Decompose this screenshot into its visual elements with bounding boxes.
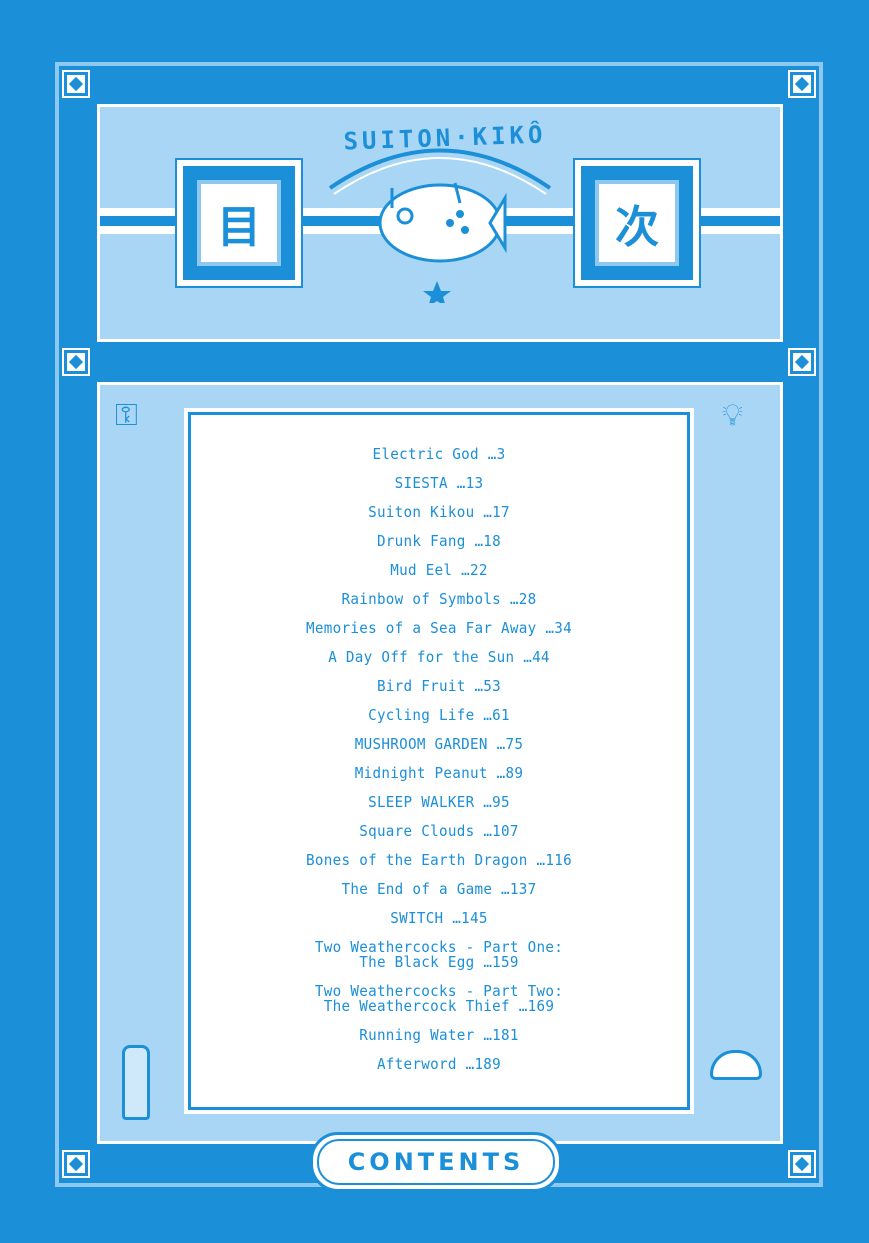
toc-entry: Running Water …181 (203, 1026, 674, 1044)
contents-list: Electric God …3 SIESTA …13 Suiton Kikou …1… (184, 408, 694, 1114)
toc-entry-title: Suiton Kikou …17 (368, 503, 510, 521)
toc-entry-title: Bones of the Earth Dragon …116 (306, 851, 572, 869)
toc-entry: MUSHROOM GARDEN …75 (203, 735, 674, 753)
toc-entry: Afterword …189 (203, 1055, 674, 1073)
toc-entry-title: A Day Off for the Sun …44 (328, 648, 550, 666)
bottle-icon (122, 1045, 150, 1120)
toc-entry-title: Bird Fruit …53 (376, 677, 502, 695)
fish-icon (378, 182, 507, 263)
mushroom-icon (710, 1050, 762, 1080)
toc-entry: SWITCH …145 (203, 909, 674, 927)
toc-entry: Bird Fruit …53 (203, 677, 674, 695)
toc-entry: Cycling Life …61 (203, 706, 674, 724)
toc-entry: Bones of the Earth Dragon …116 (203, 851, 674, 869)
toc-entry: Rainbow of Symbols …28 (203, 590, 674, 608)
corner-ornament (788, 70, 816, 98)
toc-entry: Two Weathercocks - Part Two: The Weatherc… (203, 982, 674, 1015)
toc-entry: Memories of a Sea Far Away …34 (203, 619, 674, 637)
toc-entry-title: Rainbow of Symbols …28 (341, 590, 537, 608)
toc-entry: Electric God …3 (203, 445, 674, 463)
toc-entry-title: Two Weathercocks - Part Two: (314, 982, 564, 1000)
toc-entry: SIESTA …13 (203, 474, 674, 492)
corner-ornament (788, 348, 816, 376)
toc-entry: A Day Off for the Sun …44 (203, 648, 674, 666)
lightbulb-icon: 💡︎ (722, 398, 743, 433)
series-logo (328, 148, 552, 303)
toc-entry: The End of a Game …137 (203, 880, 674, 898)
toc-entry: Midnight Peanut …89 (203, 764, 674, 782)
toc-entry-title: SWITCH …145 (390, 909, 488, 927)
corner-ornament (62, 1150, 90, 1178)
toc-entry-title: Mud Eel …22 (390, 561, 488, 579)
kanji-right: 次 (599, 184, 675, 262)
toc-entry-title: Drunk Fang …18 (376, 532, 502, 550)
key-icon: ⚿ (115, 398, 138, 433)
toc-entry-subtitle: The Weathercock Thief …169 (323, 997, 555, 1015)
corner-ornament (62, 348, 90, 376)
toc-entry-title: Cycling Life …61 (368, 706, 510, 724)
kanji-left: 目 (201, 184, 277, 262)
kanji-box-left: 目 (175, 158, 303, 288)
toc-entry-title: Two Weathercocks - Part One: (314, 938, 564, 956)
toc-entry-title: The End of a Game …137 (341, 880, 537, 898)
toc-entry-title: MUSHROOM GARDEN …75 (354, 735, 524, 753)
toc-entry-title: Electric God …3 (372, 445, 506, 463)
toc-entry-title: Square Clouds …107 (359, 822, 519, 840)
kanji-box-right: 次 (573, 158, 701, 288)
toc-entry: Two Weathercocks - Part One: The Black Eg… (203, 938, 674, 971)
contents-label: CONTENTS (317, 1139, 555, 1185)
toc-entry-title: SIESTA …13 (394, 474, 484, 492)
contents-badge: CONTENTS (310, 1132, 562, 1192)
toc-entry-title: Running Water …181 (359, 1026, 519, 1044)
toc-entry: Square Clouds …107 (203, 822, 674, 840)
toc-entry-title: SLEEP WALKER …95 (368, 793, 510, 811)
toc-entry: Mud Eel …22 (203, 561, 674, 579)
toc-entry-title: Midnight Peanut …89 (354, 764, 524, 782)
corner-ornament (62, 70, 90, 98)
toc-entry-title: Memories of a Sea Far Away …34 (306, 619, 572, 637)
star-icon (423, 281, 451, 303)
corner-ornament (788, 1150, 816, 1178)
toc-entry-title: Afterword …189 (376, 1055, 502, 1073)
toc-entry: Suiton Kikou …17 (203, 503, 674, 521)
toc-entry: SLEEP WALKER …95 (203, 793, 674, 811)
toc-entry: Drunk Fang …18 (203, 532, 674, 550)
toc-entry-subtitle: The Black Egg …159 (359, 953, 519, 971)
